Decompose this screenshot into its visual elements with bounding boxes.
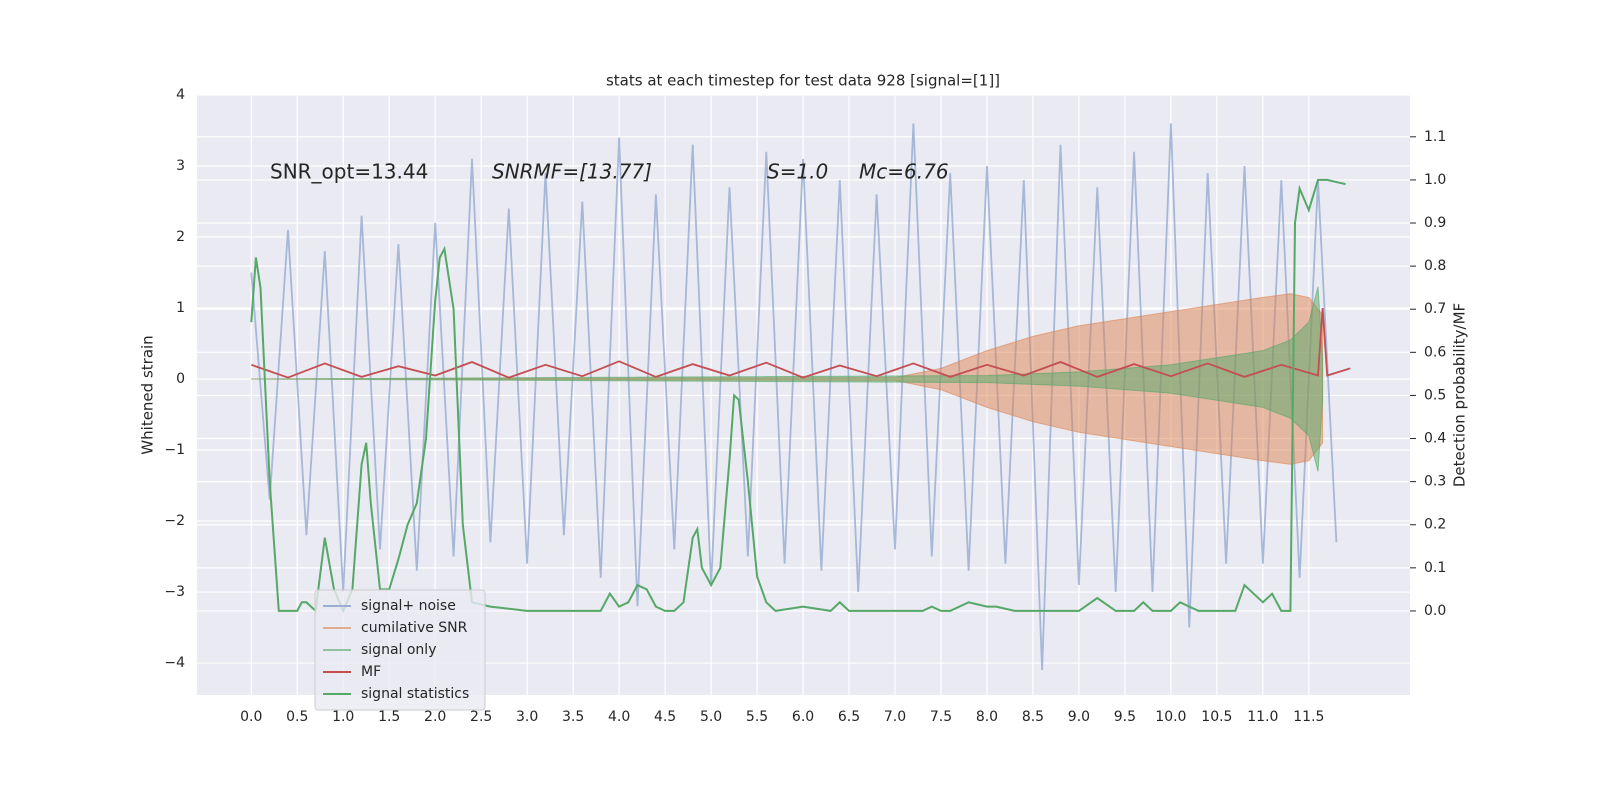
x-tick-label: 2.5 xyxy=(470,709,492,725)
y-tick-label: 0 xyxy=(176,371,185,387)
legend-label: signal only xyxy=(361,642,436,658)
series-line xyxy=(250,123,1338,671)
x-tick-label: 11.0 xyxy=(1247,709,1278,725)
y2-tick-label: 0.7 xyxy=(1424,301,1446,317)
x-tick-label: 11.5 xyxy=(1293,709,1324,725)
x-tick-label: 9.0 xyxy=(1068,709,1090,725)
axes: 0.0 0.5 1.0 1.5 2.0 2.5 3.0 3.5 4.0 4.5 5.0 5.5 6.0 6… xyxy=(164,87,1446,725)
series-line xyxy=(250,178,1346,614)
y2-tick-label: 0.0 xyxy=(1424,603,1446,619)
y2-tick-label: 0.4 xyxy=(1424,431,1446,447)
y-tick-label: 2 xyxy=(176,229,185,245)
y-tick-label: −4 xyxy=(164,655,185,671)
y2-tick-label: 0.1 xyxy=(1424,560,1446,576)
annotation: S=1.0 xyxy=(767,160,828,184)
y2-tick-label: 0.8 xyxy=(1424,258,1446,274)
x-tick-label: 8.5 xyxy=(1022,709,1044,725)
x-tick-label: 7.0 xyxy=(884,709,906,725)
series-line xyxy=(251,307,1351,379)
y2-axis-label: Detection probability/MF xyxy=(1451,303,1469,487)
y-axis-label: Whitened strain xyxy=(139,335,157,454)
y-tick-label: 3 xyxy=(176,158,185,174)
series-band xyxy=(251,286,1324,472)
x-tick-label: 0.0 xyxy=(240,709,262,725)
y-tick-label: −3 xyxy=(164,584,185,600)
y2-tick-label: 0.5 xyxy=(1424,387,1446,403)
y-tick-label: 1 xyxy=(176,300,185,316)
x-tick-label: 3.0 xyxy=(516,709,538,725)
x-tick-label: 6.0 xyxy=(792,709,814,725)
legend: signal+ noise cumilative SNR signal only MF… xyxy=(314,589,486,711)
x-tick-label: 10.0 xyxy=(1155,709,1186,725)
x-tick-label: 3.5 xyxy=(562,709,584,725)
x-tick-label: 5.5 xyxy=(746,709,768,725)
y2-tick-label: 0.3 xyxy=(1424,474,1446,490)
y2-tick-label: 0.9 xyxy=(1424,215,1446,231)
y2-tick-label: 1.1 xyxy=(1424,129,1446,145)
x-tick-label: 7.5 xyxy=(930,709,952,725)
x-tick-label: 10.5 xyxy=(1201,709,1232,725)
legend-label: cumilative SNR xyxy=(361,620,468,636)
annotation: SNR_opt=13.44 xyxy=(270,160,428,184)
annotation: Mc=6.76 xyxy=(859,160,949,184)
legend-label: signal statistics xyxy=(361,686,469,702)
x-tick-label: 4.5 xyxy=(654,709,676,725)
y2-tick-label: 0.2 xyxy=(1424,517,1446,533)
legend-label: signal+ noise xyxy=(361,598,456,614)
y-tick-label: −2 xyxy=(164,513,185,529)
x-tick-label: 8.0 xyxy=(976,709,998,725)
y2-tick-label: 1.0 xyxy=(1424,172,1446,188)
x-tick-label: 1.0 xyxy=(332,709,354,725)
annotation: SNRMF=[13.77] xyxy=(492,160,652,184)
y-tick-label: 4 xyxy=(176,87,185,103)
x-tick-label: 6.5 xyxy=(838,709,860,725)
chart-title: stats at each timestep for test data 928… xyxy=(606,72,1000,90)
x-tick-label: 1.5 xyxy=(378,709,400,725)
y-tick-label: −1 xyxy=(164,442,185,458)
x-tick-label: 9.5 xyxy=(1114,709,1136,725)
x-tick-label: 0.5 xyxy=(286,709,308,725)
x-tick-label: 5.0 xyxy=(700,709,722,725)
x-tick-label: 4.0 xyxy=(608,709,630,725)
legend-label: MF xyxy=(361,664,381,680)
marks xyxy=(250,123,1351,671)
x-tick-label: 2.0 xyxy=(424,709,446,725)
y2-tick-label: 0.6 xyxy=(1424,344,1446,360)
legend-box xyxy=(314,589,486,711)
